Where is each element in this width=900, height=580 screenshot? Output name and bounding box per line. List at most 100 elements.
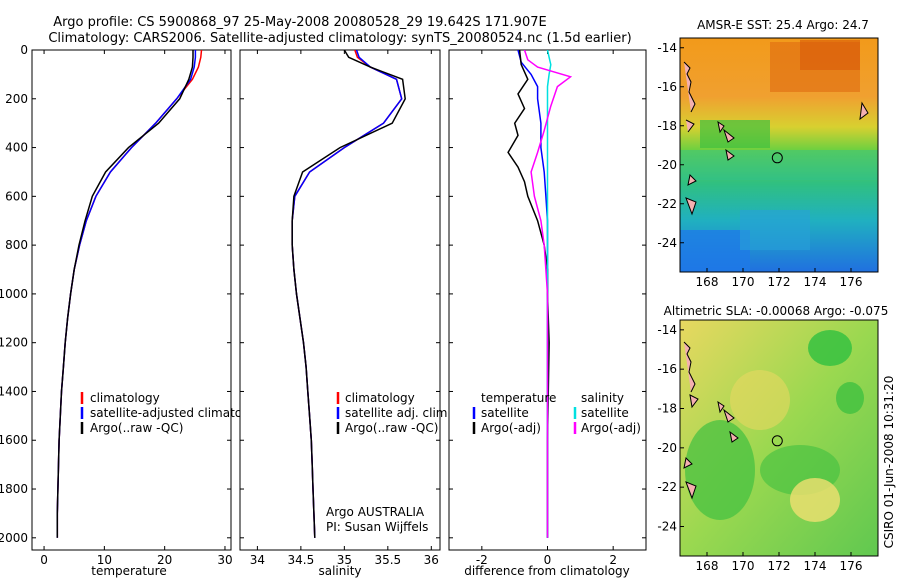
sst-map-panel: AMSR-E SST: 25.4 Argo: 24.7 -14 -16 -18 -20…: [657, 18, 879, 289]
x-tick-label: 30: [217, 553, 232, 567]
salinity-axes-frame: [239, 49, 441, 551]
legend-label-satellite: satellite-adjusted climatology: [90, 406, 268, 420]
map-y-tick-label: -16: [657, 362, 677, 376]
y-tick-label: 1400: [0, 384, 28, 398]
y-tick-label: 1000: [0, 287, 28, 301]
salinity-argo-line: [291, 50, 406, 538]
argo-agency-label: Argo AUSTRALIA: [326, 505, 425, 519]
x-tick-label: 35.5: [374, 553, 401, 567]
temperature-yticks: 0 200 400 600 800 1000 1200 1400 1600 1800 2000: [0, 43, 231, 545]
map-x-tick-label: 168: [696, 275, 719, 289]
salinity-legend: climatology satellite adj. clim. Argo(..…: [336, 391, 451, 435]
map-y-tick-label: -14: [657, 323, 677, 337]
salinity-xlabel: salinity: [318, 564, 361, 578]
temperature-panel: 0 200 400 600 800 1000 1200 1400 1600 1800 2000 0 1…: [0, 43, 268, 578]
y-tick-label: 0: [20, 43, 28, 57]
map-x-tick-label: 174: [804, 559, 827, 573]
map-x-tick-label: 176: [840, 559, 863, 573]
sla-green-blob: [808, 330, 852, 366]
argo-location-marker-sla: [771, 435, 783, 447]
map-x-tick-label: 172: [768, 275, 791, 289]
x-tick-label: 20: [157, 553, 172, 567]
diff-legend-temp-argo-label: Argo(-adj): [481, 421, 541, 435]
map-y-tick-label: -20: [657, 441, 677, 455]
argo-location-marker-sst: [771, 152, 783, 164]
x-tick-label: 0: [544, 553, 552, 567]
map-y-tick-label: -22: [657, 480, 677, 494]
sla-green-blob-4: [836, 382, 864, 414]
diff-legend-sal-heading: salinity: [581, 391, 624, 405]
map-y-tick-label: -14: [657, 41, 677, 55]
difference-lines: [507, 50, 573, 538]
sst-map-xticks: 168 170 172 174 176: [696, 268, 863, 289]
x-tick-label: 34: [250, 553, 265, 567]
sla-map-panel: Altimetric SLA: -0.00068 Argo: -0.075 -1…: [657, 304, 888, 573]
x-tick-label: 0: [40, 553, 48, 567]
sst-cool-patch-2: [740, 210, 810, 250]
x-tick-label: -2: [476, 553, 488, 567]
sst-warm-patch-2: [800, 40, 860, 70]
sla-map-xticks: 168 170 172 174 176: [696, 552, 863, 573]
temperature-argo-line: [56, 50, 194, 538]
sst-map-yticks: -14 -16 -18 -20 -22 -24: [657, 41, 684, 250]
temperature-axes-frame: [31, 49, 232, 551]
temperature-xticks: 0 10 20 30: [40, 50, 233, 567]
sla-green-blob-2: [685, 420, 755, 520]
x-tick-label: 35: [337, 553, 352, 567]
y-tick-label: 2000: [0, 531, 28, 545]
map-x-tick-label: 176: [840, 275, 863, 289]
map-y-tick-label: -20: [657, 158, 677, 172]
sst-green-patch: [700, 120, 770, 148]
difference-legend-temperature: temperature satellite Argo(-adj): [472, 391, 556, 435]
map-x-tick-label: 168: [696, 559, 719, 573]
temperature-xlabel: temperature: [91, 564, 166, 578]
y-tick-label: 600: [5, 189, 28, 203]
difference-xlabel: difference from climatology: [464, 564, 630, 578]
map-y-tick-label: -22: [657, 197, 677, 211]
argo-pi-label: PI: Susan Wijffels: [326, 520, 428, 534]
temperature-legend: climatology satellite-adjusted climatolo…: [80, 391, 268, 435]
sst-island-coastline: [683, 61, 869, 216]
y-tick-label: 400: [5, 141, 28, 155]
difference-legend-salinity: salinity satellite Argo(-adj): [573, 391, 641, 435]
y-tick-label: 1800: [0, 482, 28, 496]
diff-legend-sal-argo-label: Argo(-adj): [581, 421, 641, 435]
sla-map-title: Altimetric SLA: -0.00068 Argo: -0.075: [664, 304, 889, 318]
map-y-tick-label: -24: [657, 520, 677, 534]
diff-legend-sal-satellite-label: satellite: [581, 406, 629, 420]
sla-island-coastline: [683, 341, 739, 500]
csiro-timestamp-label: CSIRO 01-Jun-2008 10:31:20: [882, 376, 896, 549]
difference-panel: -2 0 2 difference from climatology tempera…: [448, 49, 647, 578]
map-x-tick-label: 172: [768, 559, 791, 573]
difference-xticks: -2 0 2: [476, 50, 617, 567]
map-x-tick-label: 174: [804, 275, 827, 289]
map-x-tick-label: 170: [732, 275, 755, 289]
map-y-tick-label: -18: [657, 402, 677, 416]
sst-map-title: AMSR-E SST: 25.4 Argo: 24.7: [697, 18, 869, 32]
y-tick-label: 1600: [0, 433, 28, 447]
map-y-tick-label: -16: [657, 80, 677, 94]
sla-yellow-blob: [790, 478, 840, 522]
x-tick-label: 34.5: [288, 553, 315, 567]
difference-yticks: [449, 49, 646, 539]
y-tick-label: 200: [5, 92, 28, 106]
sal-legend-label-argo: Argo(..raw -QC): [345, 421, 438, 435]
sal-legend-label-satellite: satellite adj. clim.: [345, 406, 451, 420]
map-y-tick-label: -18: [657, 119, 677, 133]
sla-map-yticks: -14 -16 -18 -20 -22 -24: [657, 323, 684, 534]
map-y-tick-label: -24: [657, 236, 677, 250]
difference-sal-argo-line: [523, 50, 573, 538]
temperature-lines: [56, 50, 203, 538]
diff-legend-temp-heading: temperature: [481, 391, 556, 405]
y-tick-label: 1200: [0, 336, 28, 350]
salinity-xticks: 34 34.5 35 35.5 36: [250, 50, 439, 567]
map-x-tick-label: 170: [732, 559, 755, 573]
salinity-lines: [291, 50, 406, 538]
salinity-panel: 34 34.5 35 35.5 36 salinity climatology sate…: [239, 49, 451, 578]
legend-label-argo: Argo(..raw -QC): [90, 421, 183, 435]
x-tick-label: 10: [97, 553, 112, 567]
sal-legend-label-climatology: climatology: [345, 391, 415, 405]
sst-cool-patch: [680, 230, 750, 272]
y-tick-label: 800: [5, 238, 28, 252]
figure-title-line1: Argo profile: CS 5900868_97 25-May-2008 …: [53, 15, 546, 30]
